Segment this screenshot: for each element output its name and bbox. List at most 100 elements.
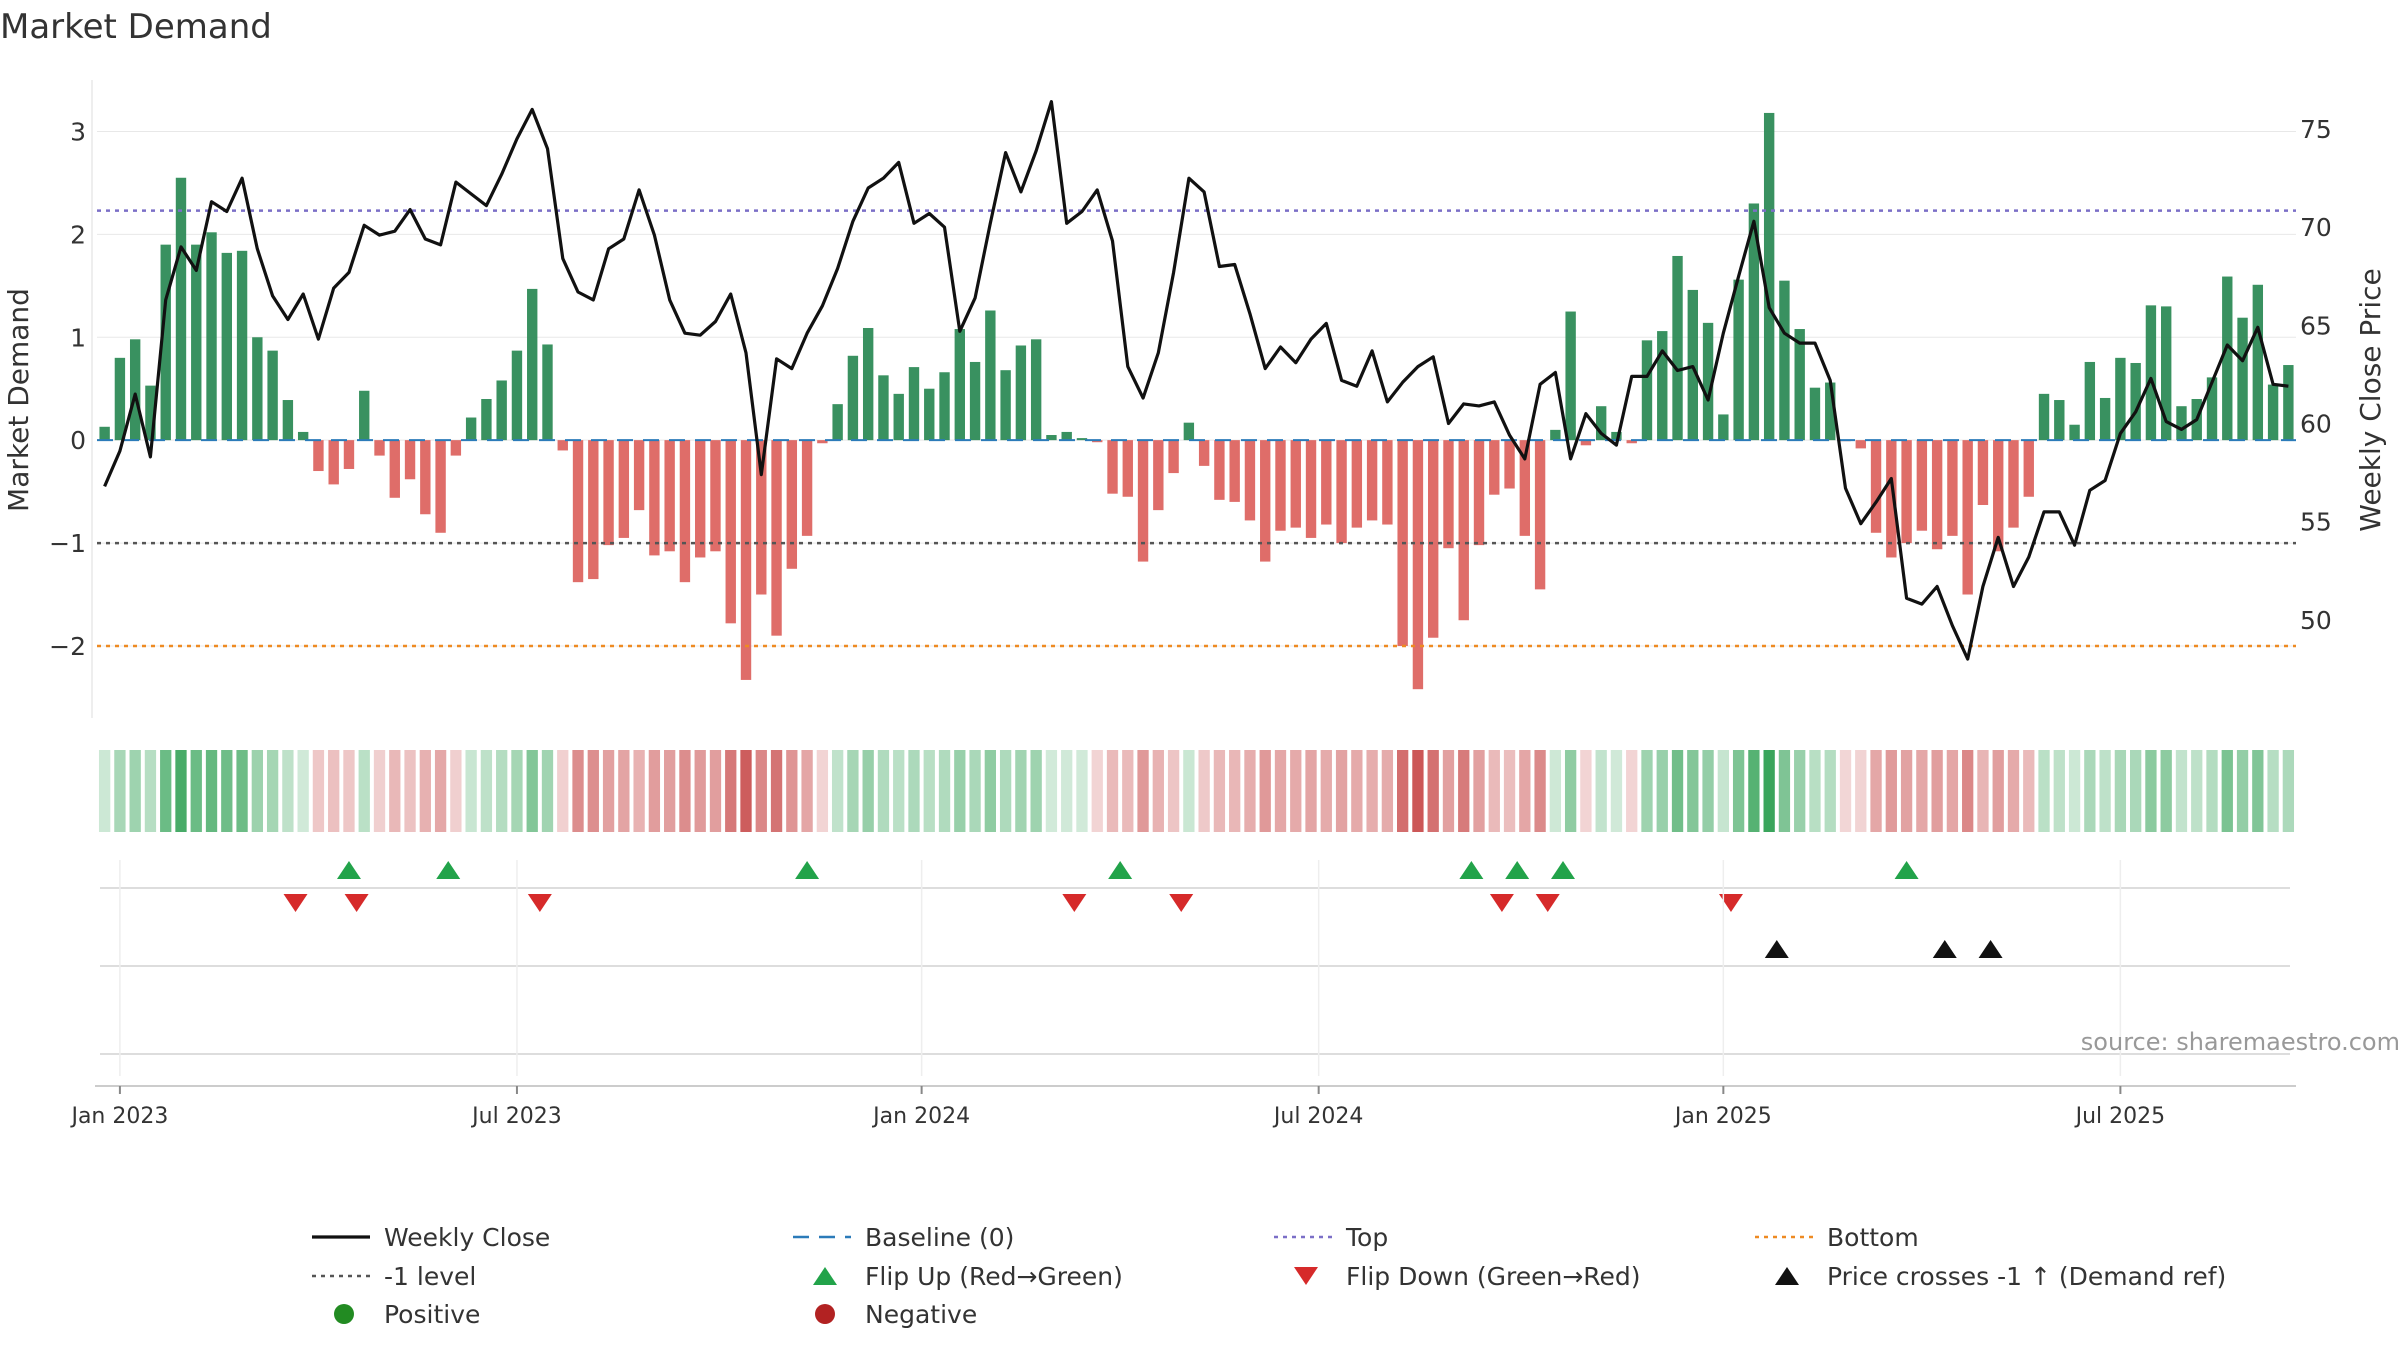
heat-cell [2160,750,2172,832]
demand-bar [1534,440,1546,590]
heat-cell [2175,750,2188,832]
heat-cell [1122,750,1134,832]
heat-cell [1091,750,1103,832]
heat-cell [1458,750,1470,832]
heat-cell [1809,750,1821,832]
demand-bars [99,112,2294,690]
heat-cell [908,750,920,832]
demand-bar [1779,280,1790,441]
demand-bar [221,252,232,441]
demand-bar [939,372,950,441]
demand-bar [2161,306,2172,441]
heat-cell [1106,750,1119,832]
demand-bar [496,380,507,441]
legend-label: Price crosses -1 ↑ (Demand ref) [1827,1262,2226,1291]
flip-down-marker [344,894,369,912]
heat-cell [2007,750,2020,832]
flip-down-marker [1535,894,1560,912]
demand-bar [1305,440,1317,538]
heat-cell [175,750,187,832]
demand-bar [572,440,584,583]
heat-cell [343,750,355,832]
demand-bar [2054,400,2065,441]
heat-cell [373,750,386,832]
demand-bar [191,244,202,441]
heat-cell [1992,750,2004,832]
demand-bar [1672,255,1683,441]
demand-bar [1244,440,1256,521]
demand-bar [129,339,141,441]
heat-cell [679,750,691,832]
heat-cell [2221,750,2233,832]
heat-cell [1152,750,1164,832]
legend-label: Flip Down (Green→Red) [1346,1262,1641,1291]
demand-bar [282,400,294,441]
demand-bar [1550,429,1561,441]
demand-bar [328,440,339,485]
heat-cell [1335,750,1348,832]
demand-bar [1321,440,1332,525]
demand-bar [420,440,431,515]
heat-cell [1076,750,1088,832]
heat-cell [297,750,309,832]
demand-bar [832,404,843,441]
heat-cell [602,750,615,832]
legend-label: Positive [384,1300,480,1329]
x-tick-label: Jul 2025 [2074,1104,2166,1129]
heat-cell [129,750,141,832]
heat-cell [236,750,248,832]
signal-markers [100,861,2290,1055]
legend-label: Weekly Close [384,1223,550,1252]
flip-down-marker [1718,894,1743,912]
heat-cell [1305,750,1317,832]
heat-cell [1519,750,1531,832]
demand-bar [1580,440,1592,446]
demand-bar [1748,203,1760,441]
demand-bar [2115,357,2126,441]
demand-bar [206,232,217,441]
heat-cell [2252,750,2264,832]
heat-cell [160,750,172,832]
demand-bar [1030,339,1042,441]
heat-cell [1244,750,1256,832]
heat-cell [1473,750,1485,832]
heat-cell [1366,750,1378,832]
heat-cell [816,750,829,832]
heat-cell [1763,750,1775,832]
demand-bar [2283,365,2294,441]
heat-cell [1794,750,1806,832]
heat-cell [1534,750,1546,832]
heat-cell [1030,750,1042,832]
heat-cell [465,750,477,832]
demand-bar [374,440,385,456]
demand-bar [1595,406,1607,441]
flip-down-marker [1169,894,1194,912]
demand-bar [1855,440,1866,449]
heat-cell [648,750,661,832]
heat-cell [1412,750,1424,832]
heat-cell [1427,750,1439,832]
y2-axis-label: Weekly Close Price [2354,268,2387,531]
heat-cell [1213,750,1226,832]
heat-cell [1671,750,1684,832]
demand-bar [1657,331,1668,441]
heat-cell [1488,750,1500,832]
demand-bar [664,440,675,552]
heat-cell [2023,750,2035,832]
heat-cell [831,750,844,832]
heat-cell [1717,750,1729,832]
x-tick-label: Jan 2023 [69,1104,168,1129]
heat-cell [2099,750,2111,832]
demand-bar [1366,440,1378,521]
heat-cell [1274,750,1287,832]
heat-cell [877,750,890,832]
heat-cell [266,750,279,832]
demand-bar [1962,440,1973,595]
demand-bar [114,357,126,441]
heat-cell [709,750,722,832]
heat-cell [969,750,981,832]
heat-cell [1015,750,1027,832]
heat-cell [862,750,874,832]
demand-bar [603,440,614,546]
heat-cell [633,750,645,832]
